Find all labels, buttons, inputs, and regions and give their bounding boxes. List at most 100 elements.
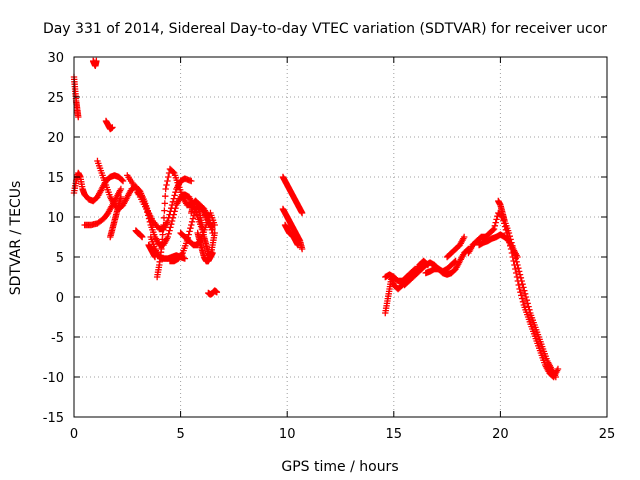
data-point [146,218,154,225]
data-point [178,250,186,258]
data-point [518,295,526,302]
data-point [512,265,519,273]
data-point [170,211,177,218]
data-point [139,233,146,241]
data-point [144,209,151,216]
data-point [294,241,302,249]
data-point [161,200,169,207]
data-point [167,224,174,231]
data-point [186,228,193,235]
data-point [181,255,189,262]
data-point [519,281,526,288]
series-s27 [465,209,562,381]
data-point [519,298,527,305]
data-point [517,274,525,281]
y-tick-label: -5 [51,331,64,346]
data-point [451,258,458,265]
data-point [169,214,177,221]
data-point [298,245,306,253]
data-point [490,225,498,233]
data-point [160,221,167,229]
x-tick-label: 5 [176,427,184,442]
data-point [160,214,168,221]
y-tick-label: 10 [47,211,64,226]
x-tick-label: 0 [70,427,78,442]
x-tick-label: 20 [492,427,509,442]
data-point [525,303,532,310]
x-tick-label: 10 [279,427,296,442]
data-point [117,185,125,193]
data-point [515,268,523,275]
series-s7 [107,193,125,241]
y-tick-label: -15 [43,411,64,426]
data-point [165,230,172,237]
series-s28 [495,197,560,381]
data-point [522,293,530,301]
data-point [168,221,175,228]
y-tick-label: -10 [43,371,64,386]
data-point [411,265,419,273]
data-point [411,266,418,273]
axis-ticks: 0 5 10 15 20 25 -15 -10 -5 0 5 10 15 20 25 30 [43,51,616,442]
data-point [75,113,82,121]
data-point [161,207,168,214]
data-point [517,289,524,296]
data-point [166,227,173,234]
data-point [172,189,179,196]
x-axis-label: GPS time / hours [281,459,398,475]
data-point [513,258,520,265]
data-point [515,281,522,289]
data-point [492,219,499,226]
y-tick-label: 30 [47,51,64,66]
data-point [109,124,116,131]
data-point [164,233,172,241]
data-point [162,193,169,200]
series-s19 [279,173,306,217]
y-tick-label: 5 [56,251,64,266]
data-point [171,192,178,199]
y-tick-label: 15 [47,171,64,186]
data-point [207,223,215,230]
data-point [516,271,524,278]
series-s26 [443,233,468,261]
data-point [168,217,176,225]
series-s15 [194,229,218,265]
data-point [489,226,497,233]
series-s29 [475,231,521,261]
data-point [117,193,125,201]
data-points [70,57,562,381]
data-point [144,212,152,219]
data-point [118,177,126,184]
data-point [552,373,560,381]
data-point [518,292,525,299]
data-point [518,277,525,285]
data-point [172,205,179,212]
y-tick-label: 25 [47,91,64,106]
data-point [185,231,192,238]
data-point [163,181,170,189]
series-s18 [205,287,221,298]
data-point [526,306,533,313]
data-point [145,215,153,222]
data-point [143,205,150,213]
x-tick-label: 25 [599,427,616,442]
data-point [213,289,221,296]
series-s4 [102,117,116,133]
data-point [208,226,215,233]
data-point [93,57,100,65]
data-point [188,177,195,185]
y-tick-label: 0 [56,291,64,306]
data-point [514,253,521,261]
data-point [521,290,529,297]
series-s6 [81,185,125,229]
data-point [211,221,218,229]
x-tick-label: 15 [386,427,403,442]
data-point [162,185,169,193]
data-point [298,209,306,217]
data-point [151,253,159,261]
data-point [187,225,194,232]
y-tick-label: 20 [47,131,64,146]
data-point [171,208,178,215]
data-point [505,229,513,237]
